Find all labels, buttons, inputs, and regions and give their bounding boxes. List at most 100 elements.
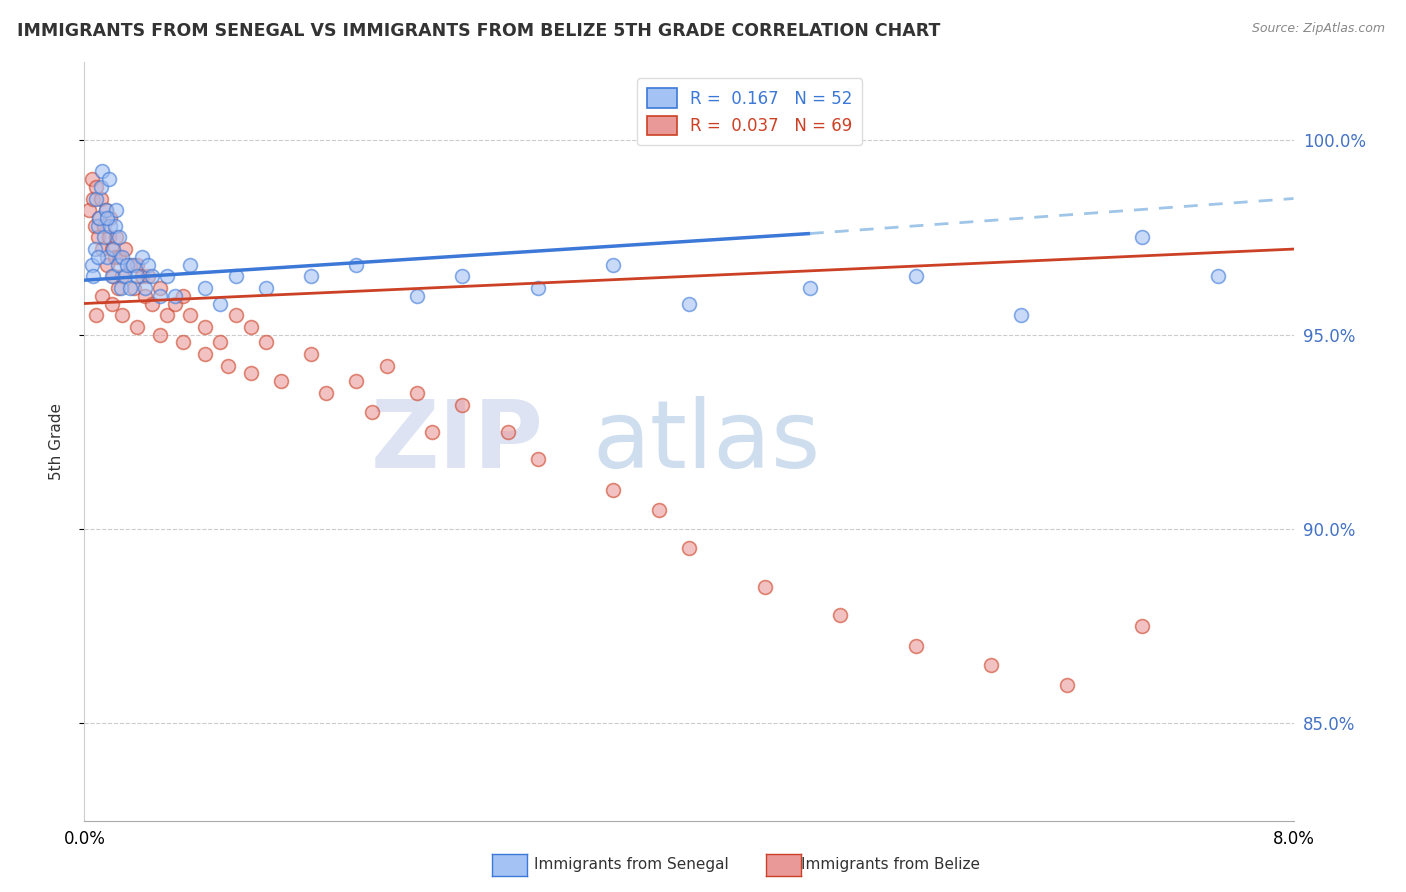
Point <box>104 250 127 264</box>
Point <box>118 281 141 295</box>
Point <box>91 164 114 178</box>
Point <box>90 192 112 206</box>
Point <box>156 308 179 322</box>
Point <box>101 269 124 284</box>
Point <box>420 425 443 439</box>
Point <box>114 269 136 284</box>
Point <box>217 359 239 373</box>
Point <box>299 347 322 361</box>
Point <box>1206 269 1229 284</box>
Point <box>225 269 247 284</box>
Point <box>678 296 700 310</box>
Point <box>209 335 232 350</box>
Point <box>1132 230 1154 244</box>
Point <box>96 250 118 264</box>
Point <box>82 269 104 284</box>
Point <box>111 308 134 322</box>
Point <box>84 219 107 233</box>
Point <box>602 258 624 272</box>
Point <box>82 192 104 206</box>
Point <box>114 242 136 256</box>
Point <box>239 367 262 381</box>
Point <box>93 230 115 244</box>
Point <box>84 242 107 256</box>
Point <box>149 289 172 303</box>
Point <box>77 203 100 218</box>
Point <box>830 607 852 622</box>
Point <box>131 269 153 284</box>
Point <box>121 258 143 272</box>
Point <box>93 219 115 233</box>
Point <box>136 258 159 272</box>
Point <box>678 541 700 556</box>
Point <box>131 250 153 264</box>
Point <box>127 319 149 334</box>
Point <box>141 296 163 310</box>
Point <box>100 242 122 256</box>
Point <box>87 219 110 233</box>
Point <box>209 296 232 310</box>
Point <box>165 296 187 310</box>
Point <box>91 289 114 303</box>
Point <box>270 374 292 388</box>
Point <box>602 483 624 497</box>
Point <box>179 258 201 272</box>
Point <box>127 258 149 272</box>
Point <box>94 203 117 218</box>
Legend: R =  0.167   N = 52, R =  0.037   N = 69: R = 0.167 N = 52, R = 0.037 N = 69 <box>637 78 862 145</box>
Point <box>527 281 550 295</box>
Y-axis label: 5th Grade: 5th Grade <box>49 403 63 480</box>
Point <box>315 386 337 401</box>
Text: Immigrants from Belize: Immigrants from Belize <box>801 857 980 872</box>
Point <box>86 179 108 194</box>
Point <box>360 405 382 419</box>
Point <box>406 289 429 303</box>
Point <box>94 203 117 218</box>
Point <box>87 250 110 264</box>
Point <box>980 658 1002 673</box>
Point <box>149 327 172 342</box>
Point <box>86 308 108 322</box>
Point <box>904 269 927 284</box>
Point <box>98 211 121 225</box>
Point <box>149 281 172 295</box>
Point <box>141 269 163 284</box>
Point <box>179 308 201 322</box>
Point <box>111 269 134 284</box>
Point <box>96 258 118 272</box>
Text: ZIP: ZIP <box>371 395 544 488</box>
Point <box>406 386 429 401</box>
Point <box>89 211 111 225</box>
Point <box>98 219 121 233</box>
Point <box>100 269 122 284</box>
Point <box>134 281 156 295</box>
Point <box>299 269 322 284</box>
Point <box>1056 677 1078 691</box>
Point <box>111 250 134 264</box>
Point <box>799 281 821 295</box>
Point <box>194 281 217 295</box>
Point <box>346 374 368 388</box>
Point <box>239 319 262 334</box>
Point <box>97 172 120 186</box>
Point <box>648 502 671 516</box>
Point <box>86 192 108 206</box>
Point <box>122 281 145 295</box>
Text: IMMIGRANTS FROM SENEGAL VS IMMIGRANTS FROM BELIZE 5TH GRADE CORRELATION CHART: IMMIGRANTS FROM SENEGAL VS IMMIGRANTS FR… <box>17 22 941 40</box>
Point <box>754 580 776 594</box>
Point <box>115 258 138 272</box>
Point <box>108 230 131 244</box>
Point <box>97 230 120 244</box>
Point <box>118 258 141 272</box>
Point <box>1011 308 1033 322</box>
Text: atlas: atlas <box>592 395 821 488</box>
Point <box>451 269 474 284</box>
Point <box>194 319 217 334</box>
Point <box>172 335 194 350</box>
Point <box>101 242 124 256</box>
Point <box>136 269 159 284</box>
Point <box>904 639 927 653</box>
Point <box>134 289 156 303</box>
Point <box>225 308 247 322</box>
Point <box>527 452 550 467</box>
